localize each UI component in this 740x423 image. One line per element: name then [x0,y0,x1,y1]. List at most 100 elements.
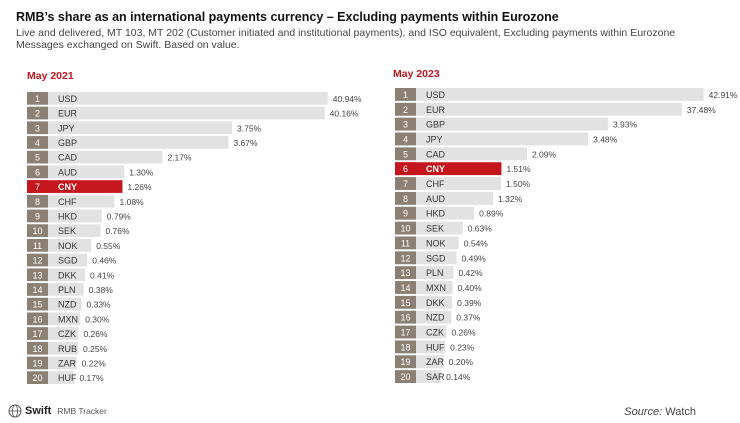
may-2021-rank-box-czk [27,327,48,340]
may-2021-currency-label: NZD [58,300,77,310]
may-2021-row-czk: 17 CZK 0.26% [27,327,108,340]
may-2021-value-label: 0.38% [89,285,114,295]
may-2023-value-label: 0.89% [479,209,504,219]
may-2021-row-cny: 7 CNY 1.26% [27,180,152,193]
may-2023-rank-label: 20 [400,372,410,382]
may-2023-value-label: 42.91% [709,90,738,100]
may-2021-row-pln: 14 PLN 0.38% [27,283,113,296]
may-2021-currency-label: EUR [58,109,78,119]
may-2021-rank-label: 15 [32,300,42,310]
may-2021-rank-box-pln [27,283,48,296]
may-2023-rank-label: 12 [400,253,410,263]
may-2021-currency-label: AUD [58,167,78,177]
may-2021-row-zar: 19 ZAR 0.22% [27,356,106,370]
may-2023-rank-label: 7 [403,179,408,189]
may-2023-rank-box-sgd [395,251,416,265]
swift-brand: Swift [25,405,52,417]
may-2021-rank-box-usd [27,92,48,105]
may-2023-currency-label: GBP [426,120,445,130]
may-2021-row-sgd: 12 SGD 0.46% [27,253,117,267]
may-2023-bar-eur [395,102,682,116]
may-2023-rank-label: 13 [400,268,410,278]
may-2021-currency-label: CZK [58,329,76,339]
may-2023-value-label: 0.39% [457,298,482,308]
may-2021-rank-box-mxn [27,312,48,326]
may-2023-rank-box-zar [395,355,416,369]
may-2023-value-label: 0.42% [458,268,483,278]
may-2021-rank-box-aud [27,165,48,179]
may-2023-value-label: 1.51% [506,164,531,174]
may-2023-bar-jpy [395,132,589,146]
may-2021-value-label: 0.30% [85,314,110,324]
may-2023-rank-box-cny [395,162,416,176]
may-2021-value-label: 3.67% [233,138,258,148]
may-2023-row-aud: 8 AUD 1.32% [395,191,523,205]
may-2023-row-czk: 17 CZK 0.26% [395,325,476,339]
may-2021-rank-label: 6 [35,167,40,177]
may-2021-rank-label: 12 [32,256,42,266]
may-2021-row-chf: 8 CHF 1.08% [27,194,145,208]
may-2021-bar-aud [27,165,125,179]
may-2023-row-cny: 6 CNY 1.51% [395,162,531,176]
may-2021-value-label: 3.75% [237,123,262,133]
may-2023-rank-box-mxn [395,281,416,294]
may-2021-bar-usd [27,92,328,105]
may-2021-currency-label: CNY [58,182,77,192]
may-2021-rank-label: 8 [35,197,40,207]
may-2023-currency-label: SAR [426,372,445,382]
may-2023-value-label: 0.23% [450,342,475,352]
may-2021-value-label: 1.30% [129,167,154,177]
may-2021-rank-label: 20 [32,373,42,383]
may-2021-bar-eur [27,106,325,120]
may-2021-row-eur: 2 EUR 40.16% [27,106,359,120]
may-2023-currency-label: USD [426,90,446,100]
may-2021-currency-label: CAD [58,153,78,163]
ranking-chart-may-2023: 1 USD 42.91% 2 EUR 37.48% 3 GBP 3.93% 4 JPY 3.48% 5 C… [395,88,738,383]
may-2023-row-sar: 20 SAR 0.14% [395,370,471,383]
may-2021-rank-label: 14 [32,285,42,295]
may-2023-rank-label: 2 [403,105,408,115]
may-2021-rank-box-sgd [27,253,48,267]
may-2021-bar-chf [27,194,115,208]
may-2023-rank-label: 17 [400,328,410,338]
may-2023-rank-box-czk [395,325,416,339]
rmb-tracker-label: RMB Tracker [57,406,107,416]
may-2023-rank-label: 10 [400,224,410,234]
may-2021-value-label: 1.26% [127,182,152,192]
may-2021-value-label: 1.08% [120,197,145,207]
may-2023-rank-label: 14 [400,283,410,293]
may-2023-value-label: 3.48% [593,134,618,144]
may-2023-currency-label: SGD [426,253,446,263]
may-2023-rank-box-hkd [395,206,416,220]
may-2021-rank-box-nzd [27,297,48,311]
may-2021-value-label: 0.79% [107,211,132,221]
may-2023-value-label: 0.49% [462,253,487,263]
may-2021-currency-label: NOK [58,241,78,251]
may-2021-rank-box-hkd [27,209,48,223]
may-2023-bar-cad [395,147,527,161]
may-2023-row-mxn: 14 MXN 0.40% [395,281,482,294]
may-2021-currency-label: DKK [58,270,77,280]
chart-subtitle: Live and delivered, MT 103, MT 202 (Cust… [16,27,676,51]
may-2023-rank-label: 8 [403,194,408,204]
may-2021-currency-label: JPY [58,123,75,133]
may-2021-value-label: 0.41% [90,270,115,280]
may-2021-rank-label: 16 [32,314,42,324]
may-2021-rank-box-jpy [27,121,48,135]
may-2023-rank-label: 3 [403,120,408,130]
may-2023-currency-label: SEK [426,224,444,234]
may-2023-rank-box-usd [395,88,416,101]
may-2021-value-label: 0.46% [92,256,117,266]
may-2023-value-label: 0.20% [449,357,474,367]
may-2021-rank-label: 17 [32,329,42,339]
may-2023-currency-label: AUD [426,194,446,204]
chart-title: RMB’s share as an international payments… [16,10,559,24]
may-2023-bar-cny [395,162,502,176]
may-2023-row-dkk: 15 DKK 0.39% [395,295,482,309]
may-2023-value-label: 0.14% [446,372,471,382]
may-2023-rank-label: 11 [401,238,410,248]
may-2023-rank-label: 16 [400,313,410,323]
may-2023-value-label: 37.48% [687,105,716,115]
may-2021-currency-label: HUF [58,373,77,383]
may-2021-currency-label: RUB [58,344,77,354]
